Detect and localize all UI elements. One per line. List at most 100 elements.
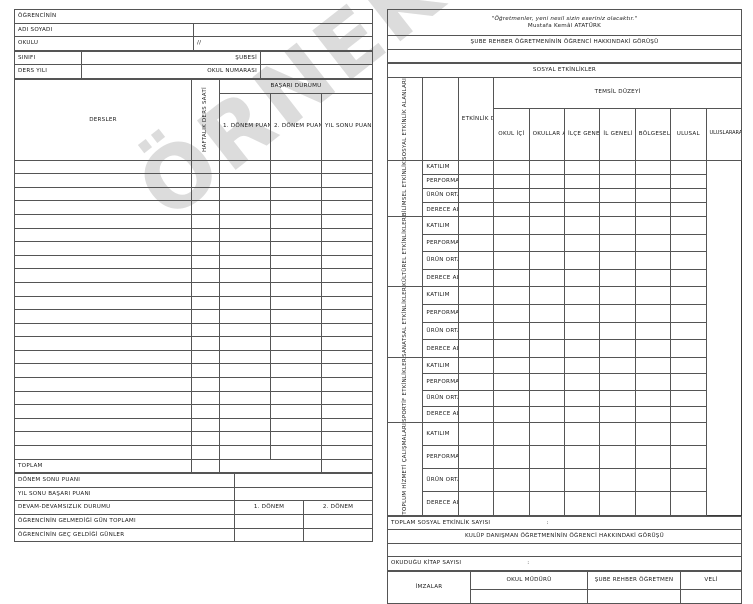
activity-checkbox-cell[interactable] [528, 405, 565, 424]
input-gec-geldigi-donem1[interactable] [234, 527, 304, 543]
activity-checkbox-cell[interactable] [528, 173, 565, 190]
grade-cell-donem2[interactable] [270, 404, 322, 419]
grade-cell-haftalik[interactable] [191, 445, 220, 460]
grade-cell-donem2[interactable] [270, 213, 322, 229]
grade-cell-ders[interactable] [14, 281, 192, 297]
activity-checkbox-cell[interactable] [634, 304, 672, 323]
grade-cell-donem2[interactable] [270, 309, 322, 324]
activity-checkbox-cell[interactable] [634, 216, 672, 235]
activity-checkbox-cell[interactable] [670, 202, 707, 218]
grade-cell-yilsonu[interactable] [321, 254, 373, 270]
activity-checkbox-cell[interactable] [634, 422, 672, 447]
signature-input-veli[interactable] [680, 588, 742, 604]
activity-checkbox-cell[interactable] [457, 251, 495, 270]
activity-checkbox-cell[interactable] [634, 321, 672, 341]
activity-checkbox-cell[interactable] [563, 445, 601, 470]
grade-cell-donem1[interactable] [219, 445, 271, 460]
grade-cell-yilsonu[interactable] [321, 390, 373, 406]
grade-cell-donem2[interactable] [270, 186, 322, 202]
grade-cell-yilsonu[interactable] [321, 336, 373, 351]
activity-checkbox-cell[interactable] [634, 373, 672, 391]
grade-cell-haftalik[interactable] [191, 227, 220, 243]
input-gelmedigi-gun-donem1[interactable] [234, 514, 304, 529]
activity-checkbox-cell[interactable] [670, 304, 707, 323]
grade-cell-ders[interactable] [14, 431, 192, 447]
grade-cell-donem2[interactable] [270, 349, 322, 365]
grade-cell-donem2[interactable] [270, 445, 322, 460]
activity-checkbox-cell[interactable] [528, 468, 565, 493]
grade-cell-yilsonu[interactable] [321, 404, 373, 419]
grade-cell-donem1[interactable] [219, 336, 271, 351]
activity-checkbox-cell[interactable] [599, 286, 636, 306]
activity-checkbox-cell[interactable] [670, 188, 707, 204]
grade-cell-haftalik[interactable] [191, 281, 220, 297]
activity-checkbox-cell[interactable] [599, 445, 636, 470]
activity-checkbox-cell[interactable] [599, 321, 636, 341]
activity-checkbox-cell[interactable] [670, 233, 707, 253]
activity-checkbox-cell[interactable] [563, 188, 601, 204]
activity-checkbox-cell[interactable] [457, 445, 495, 470]
grade-cell-haftalik[interactable] [191, 363, 220, 379]
grade-cell-ders[interactable] [14, 390, 192, 406]
grade-cell-ders[interactable] [14, 349, 192, 365]
activity-checkbox-cell[interactable] [493, 422, 530, 447]
activity-checkbox-cell[interactable] [599, 202, 636, 218]
grade-cell-ders[interactable] [14, 227, 192, 243]
grade-cell-donem2[interactable] [270, 295, 322, 311]
activity-checkbox-cell[interactable] [670, 389, 707, 407]
activity-checkbox-cell[interactable] [528, 389, 565, 407]
activity-checkbox-cell[interactable] [457, 268, 495, 288]
activity-checkbox-cell[interactable] [599, 251, 636, 270]
grade-cell-donem2[interactable] [270, 241, 322, 256]
activity-checkbox-cell[interactable] [493, 268, 530, 288]
activity-checkbox-cell[interactable] [528, 216, 565, 235]
grade-cell-yilsonu[interactable] [321, 349, 373, 365]
activity-checkbox-cell[interactable] [457, 286, 495, 306]
grade-cell-donem2[interactable] [270, 431, 322, 447]
grade-cell-ders[interactable] [14, 336, 192, 351]
grade-cell-ders[interactable] [14, 200, 192, 215]
grade-cell-yilsonu[interactable] [321, 431, 373, 447]
activity-checkbox-cell[interactable] [563, 389, 601, 407]
activity-checkbox-cell[interactable] [493, 389, 530, 407]
grade-cell-ders[interactable] [14, 377, 192, 392]
signature-input-sube-rehber-ogretmen[interactable] [587, 588, 681, 604]
grade-cell-donem2[interactable] [270, 173, 322, 188]
activity-checkbox-cell[interactable] [457, 321, 495, 341]
activity-checkbox-cell[interactable] [528, 188, 565, 204]
activity-checkbox-cell[interactable] [599, 233, 636, 253]
activity-checkbox-cell[interactable] [493, 491, 530, 516]
activity-checkbox-cell[interactable] [670, 286, 707, 306]
activity-checkbox-cell[interactable] [457, 357, 495, 375]
grade-cell-ders[interactable] [14, 295, 192, 311]
grade-cell-yilsonu[interactable] [321, 173, 373, 188]
activity-checkbox-cell[interactable] [563, 233, 601, 253]
activity-checkbox-cell[interactable] [563, 216, 601, 235]
activity-checkbox-cell[interactable] [563, 373, 601, 391]
activity-checkbox-cell[interactable] [528, 233, 565, 253]
activity-checkbox-cell[interactable] [457, 389, 495, 407]
activity-checkbox-cell[interactable] [493, 251, 530, 270]
activity-checkbox-cell[interactable] [528, 286, 565, 306]
grade-cell-yilsonu[interactable] [321, 417, 373, 433]
activity-checkbox-cell[interactable] [670, 339, 707, 359]
activity-checkbox-cell[interactable] [563, 202, 601, 218]
grade-cell-yilsonu[interactable] [321, 295, 373, 311]
activity-checkbox-cell[interactable] [599, 422, 636, 447]
activity-checkbox-cell[interactable] [634, 491, 672, 516]
grade-cell-haftalik[interactable] [191, 377, 220, 392]
grade-cell-yilsonu[interactable] [321, 377, 373, 392]
activity-checkbox-cell[interactable] [528, 422, 565, 447]
toplam-yilsonu-value[interactable] [321, 458, 373, 474]
activity-checkbox-cell[interactable] [634, 159, 672, 175]
activity-checkbox-cell[interactable] [634, 188, 672, 204]
grade-cell-donem1[interactable] [219, 363, 271, 379]
activity-checkbox-cell[interactable] [528, 304, 565, 323]
grade-cell-yilsonu[interactable] [321, 281, 373, 297]
grade-cell-ders[interactable] [14, 173, 192, 188]
activity-checkbox-cell[interactable] [599, 188, 636, 204]
activity-checkbox-cell[interactable] [599, 339, 636, 359]
grade-cell-donem2[interactable] [270, 322, 322, 338]
grade-cell-haftalik[interactable] [191, 336, 220, 351]
activity-checkbox-cell[interactable] [528, 339, 565, 359]
